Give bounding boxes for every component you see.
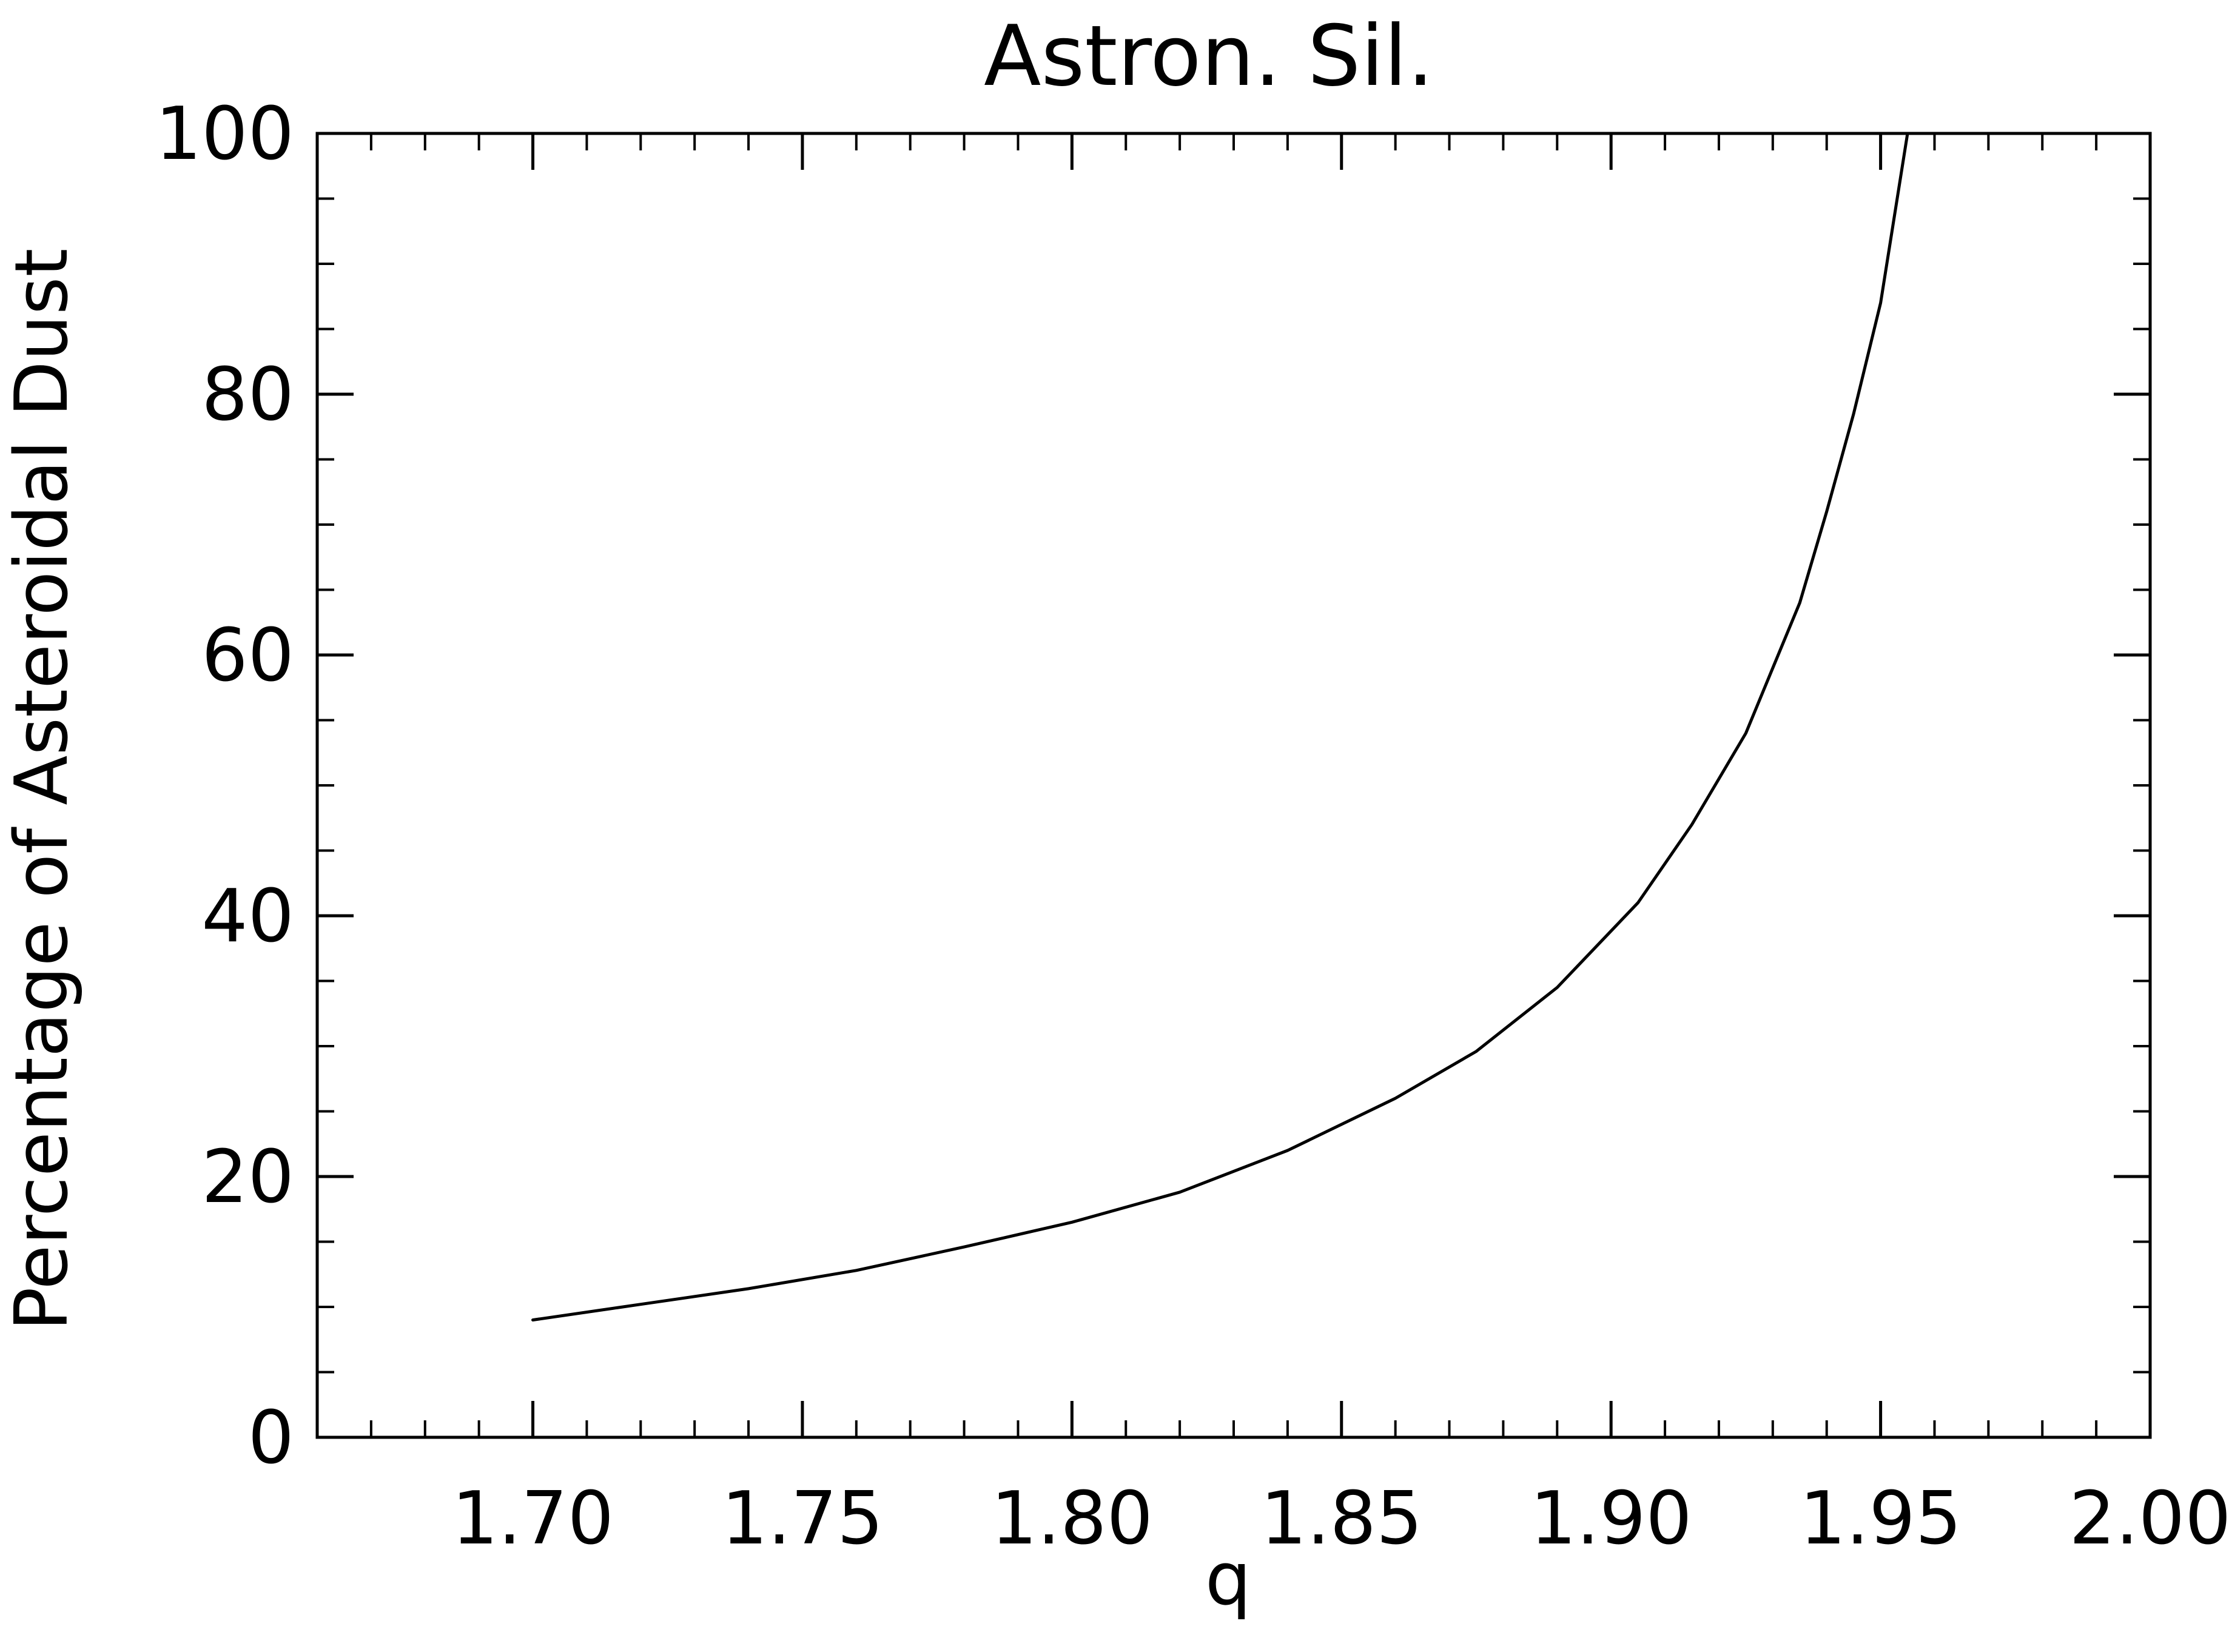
plot-area: 1.70 1.75 1.80 1.85 1.90 1.95 2.00 0 20 40 60 80 100 <box>155 92 2229 1561</box>
y-axis-label: Percentage of Asteroidal Dust <box>0 248 84 1331</box>
series-line <box>531 132 1909 1321</box>
x-tick-label: 1.95 <box>1800 1477 1962 1561</box>
y-tick-label: 80 <box>201 353 294 437</box>
x-tick-label: 1.75 <box>721 1477 883 1561</box>
y-tick-label: 60 <box>201 614 294 698</box>
x-axis-label: q <box>1205 1537 1251 1622</box>
y-tick-label: 40 <box>201 875 294 959</box>
chart-title: Astron. Sil. <box>984 7 1434 105</box>
x-tick-label: 1.70 <box>452 1477 614 1561</box>
y-tick-label: 20 <box>201 1135 294 1220</box>
x-tick-label: 2.00 <box>2069 1477 2229 1561</box>
x-tick-label: 1.85 <box>1260 1477 1422 1561</box>
x-tick-label: 1.90 <box>1530 1477 1692 1561</box>
x-tick-label: 1.80 <box>991 1477 1153 1561</box>
y-tick-label: 0 <box>248 1396 294 1480</box>
y-tick-label: 100 <box>155 92 294 176</box>
